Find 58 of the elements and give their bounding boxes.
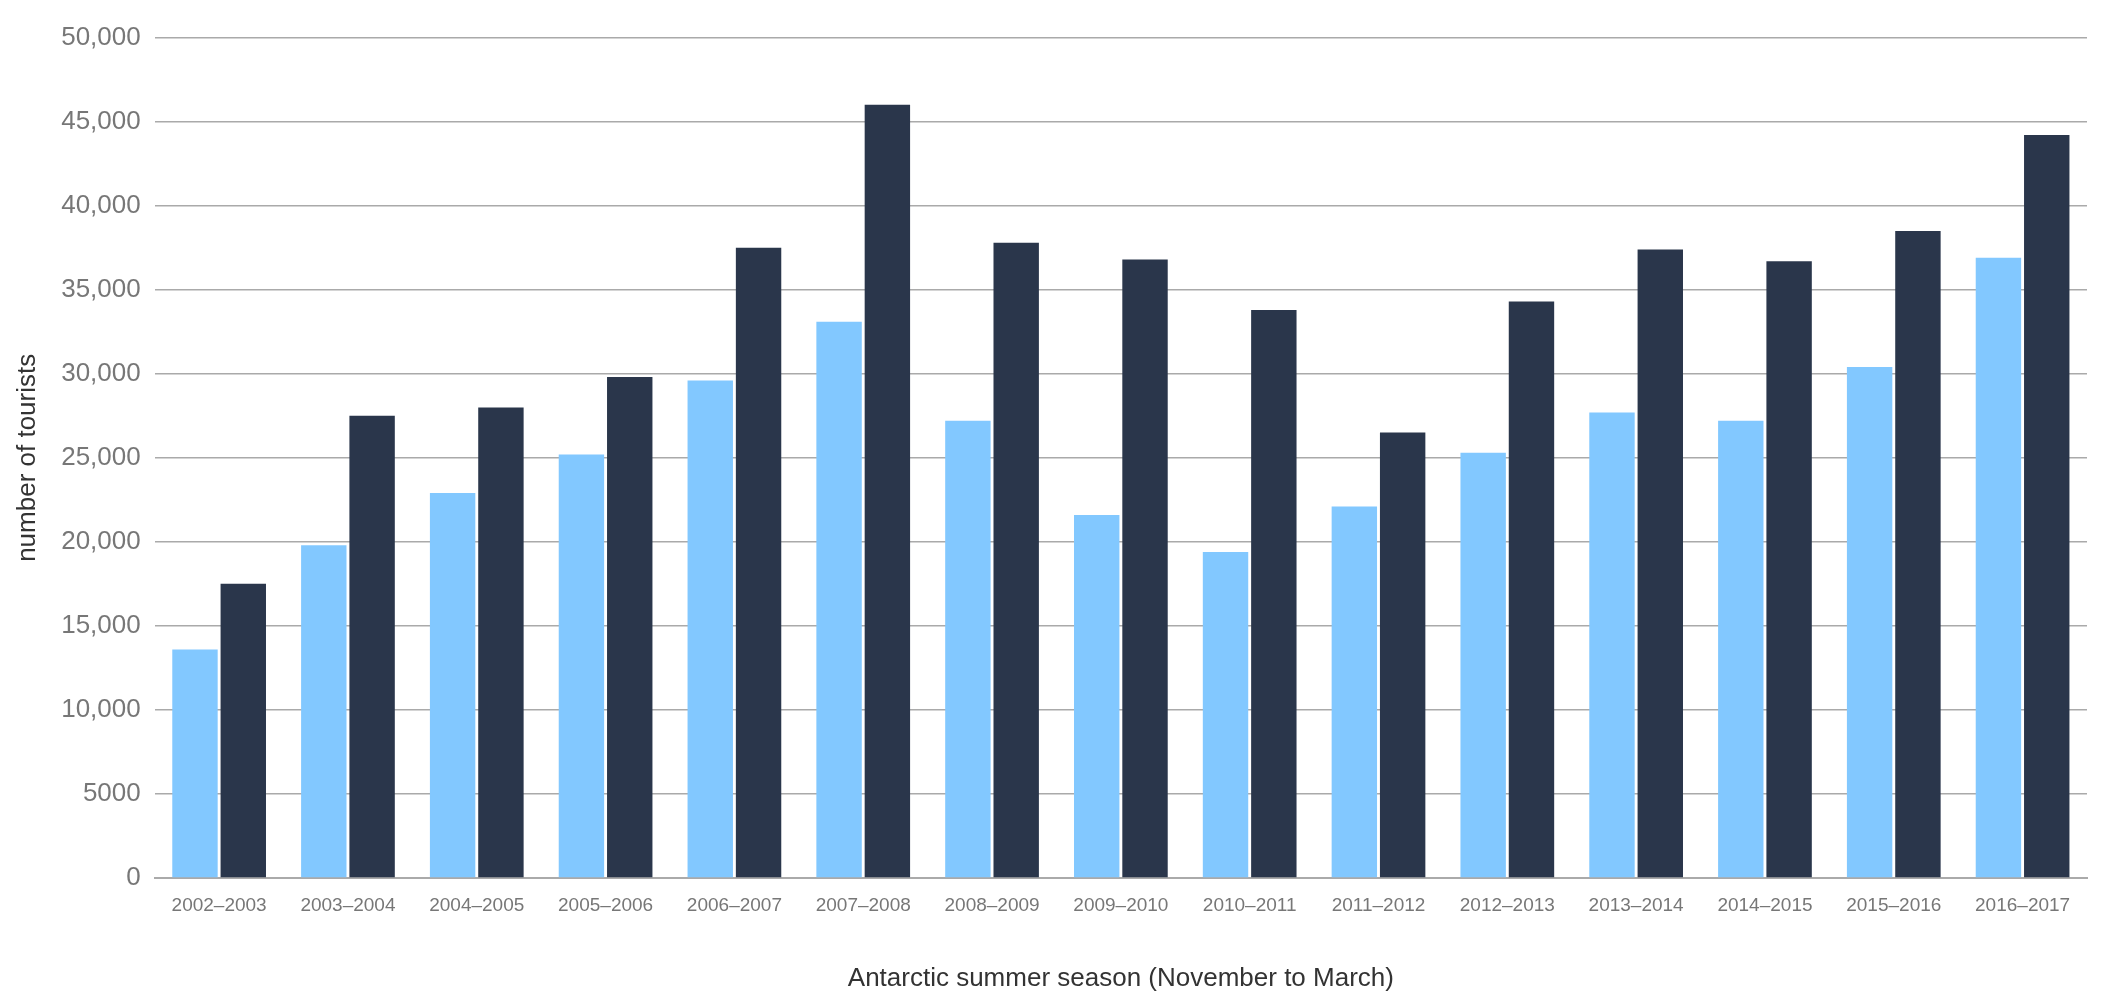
x-tick-label: 2011–2012 bbox=[1331, 893, 1426, 915]
bar bbox=[1202, 551, 1249, 878]
y-tick-label: 45,000 bbox=[61, 104, 141, 135]
bar bbox=[301, 545, 347, 878]
y-tick-label: 20,000 bbox=[61, 525, 141, 556]
y-tick-label: 10,000 bbox=[61, 693, 141, 724]
x-tick-label: 2003–2004 bbox=[300, 893, 396, 915]
bar bbox=[945, 420, 991, 878]
bar bbox=[172, 649, 218, 878]
bar bbox=[1637, 249, 1683, 878]
bar bbox=[816, 321, 862, 878]
bar bbox=[607, 377, 653, 878]
bar bbox=[735, 247, 782, 878]
y-tick-label: 50,000 bbox=[61, 20, 141, 51]
x-tick-label: 2010–2011 bbox=[1202, 893, 1297, 915]
bar bbox=[1589, 412, 1635, 878]
bar bbox=[1895, 230, 1941, 878]
bar bbox=[558, 454, 605, 878]
bar bbox=[1508, 301, 1555, 878]
bar bbox=[1718, 420, 1764, 878]
bar bbox=[1460, 452, 1506, 878]
bar bbox=[1975, 257, 2022, 878]
bar bbox=[429, 493, 476, 878]
bar bbox=[1846, 367, 1893, 878]
x-tick-label: 2002–2003 bbox=[171, 893, 267, 915]
bar bbox=[478, 407, 524, 878]
x-tick-label: 2006–2007 bbox=[686, 893, 782, 915]
bar bbox=[1379, 432, 1426, 878]
y-axis-title: number of tourists bbox=[10, 353, 41, 562]
x-tick-label: 2012–2013 bbox=[1459, 893, 1555, 915]
y-tick-label: 0 bbox=[126, 861, 141, 892]
y-tick-label: 40,000 bbox=[61, 188, 141, 219]
x-tick-label: 2015–2016 bbox=[1846, 893, 1942, 915]
bar bbox=[1074, 514, 1120, 878]
bar bbox=[993, 242, 1039, 878]
y-tick-label: 35,000 bbox=[61, 272, 141, 303]
bar bbox=[1251, 309, 1297, 878]
x-axis-title: Antarctic summer season (November to March) bbox=[847, 961, 1394, 992]
bar bbox=[687, 380, 733, 878]
x-tick-label: 2016–2017 bbox=[1975, 893, 2071, 915]
x-tick-label: 2013–2014 bbox=[1588, 893, 1685, 915]
bar bbox=[1331, 506, 1378, 878]
bar bbox=[1766, 261, 1812, 878]
y-tick-label: 15,000 bbox=[61, 609, 141, 640]
x-tick-label: 2005–2006 bbox=[558, 893, 654, 915]
x-tick-label: 2014–2015 bbox=[1717, 893, 1813, 915]
x-tick-label: 2004–2005 bbox=[429, 893, 525, 915]
x-tick-label: 2008–2009 bbox=[944, 893, 1040, 915]
y-tick-label: 30,000 bbox=[61, 356, 141, 387]
x-tick-label: 2009–2010 bbox=[1073, 893, 1169, 915]
y-tick-label: 5000 bbox=[82, 777, 141, 808]
x-tick-label: 2007–2008 bbox=[815, 893, 911, 915]
bar bbox=[349, 415, 395, 878]
bar bbox=[2024, 135, 2070, 878]
bar bbox=[864, 104, 911, 878]
bar bbox=[220, 583, 266, 878]
bar bbox=[1122, 259, 1168, 878]
y-tick-label: 25,000 bbox=[61, 440, 141, 471]
